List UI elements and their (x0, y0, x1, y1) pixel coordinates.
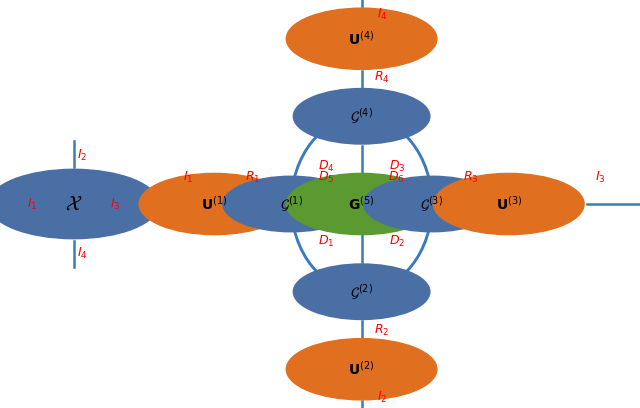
Text: $D_5$: $D_5$ (318, 170, 335, 185)
Text: $D_4$: $D_4$ (318, 159, 335, 174)
Text: $\mathbf{G}^{(5)}$: $\mathbf{G}^{(5)}$ (348, 195, 375, 213)
Ellipse shape (286, 339, 437, 400)
Text: $\mathcal{G}^{(1)}$: $\mathcal{G}^{(1)}$ (280, 194, 303, 214)
Text: $I_3$: $I_3$ (110, 196, 120, 212)
Text: $D_2$: $D_2$ (388, 234, 405, 249)
Text: $\mathbf{U}^{(4)}$: $\mathbf{U}^{(4)}$ (348, 30, 375, 48)
Text: $R_3$: $R_3$ (463, 170, 478, 185)
Ellipse shape (293, 89, 430, 144)
Text: $R_4$: $R_4$ (374, 70, 390, 85)
Text: $I_3$: $I_3$ (595, 170, 605, 185)
Text: $I_2$: $I_2$ (377, 390, 387, 406)
Text: $D_6$: $D_6$ (388, 170, 405, 185)
Text: $\mathbf{U}^{(1)}$: $\mathbf{U}^{(1)}$ (201, 195, 228, 213)
Ellipse shape (286, 173, 437, 235)
Text: $I_2$: $I_2$ (77, 147, 87, 163)
Text: $D_1$: $D_1$ (318, 234, 335, 249)
Ellipse shape (293, 264, 430, 319)
Text: $R_2$: $R_2$ (374, 323, 390, 338)
Text: $\mathbf{U}^{(3)}$: $\mathbf{U}^{(3)}$ (495, 195, 522, 213)
Text: $R_1$: $R_1$ (245, 170, 260, 185)
Ellipse shape (286, 8, 437, 69)
Ellipse shape (0, 169, 159, 239)
Ellipse shape (139, 173, 290, 235)
Text: $D_3$: $D_3$ (388, 159, 405, 174)
Text: $I_4$: $I_4$ (377, 7, 387, 22)
Text: $I_4$: $I_4$ (77, 245, 87, 261)
Ellipse shape (364, 176, 500, 232)
Text: $\mathcal{X}$: $\mathcal{X}$ (65, 194, 83, 214)
Text: $\mathcal{G}^{(2)}$: $\mathcal{G}^{(2)}$ (350, 282, 373, 302)
Text: $\mathcal{G}^{(3)}$: $\mathcal{G}^{(3)}$ (420, 194, 444, 214)
Text: $I_1$: $I_1$ (27, 196, 37, 212)
Ellipse shape (223, 176, 360, 232)
Ellipse shape (433, 173, 584, 235)
Text: $\mathcal{G}^{(4)}$: $\mathcal{G}^{(4)}$ (350, 106, 373, 126)
Text: $\mathbf{U}^{(2)}$: $\mathbf{U}^{(2)}$ (348, 360, 375, 378)
Text: $I_1$: $I_1$ (183, 170, 193, 185)
